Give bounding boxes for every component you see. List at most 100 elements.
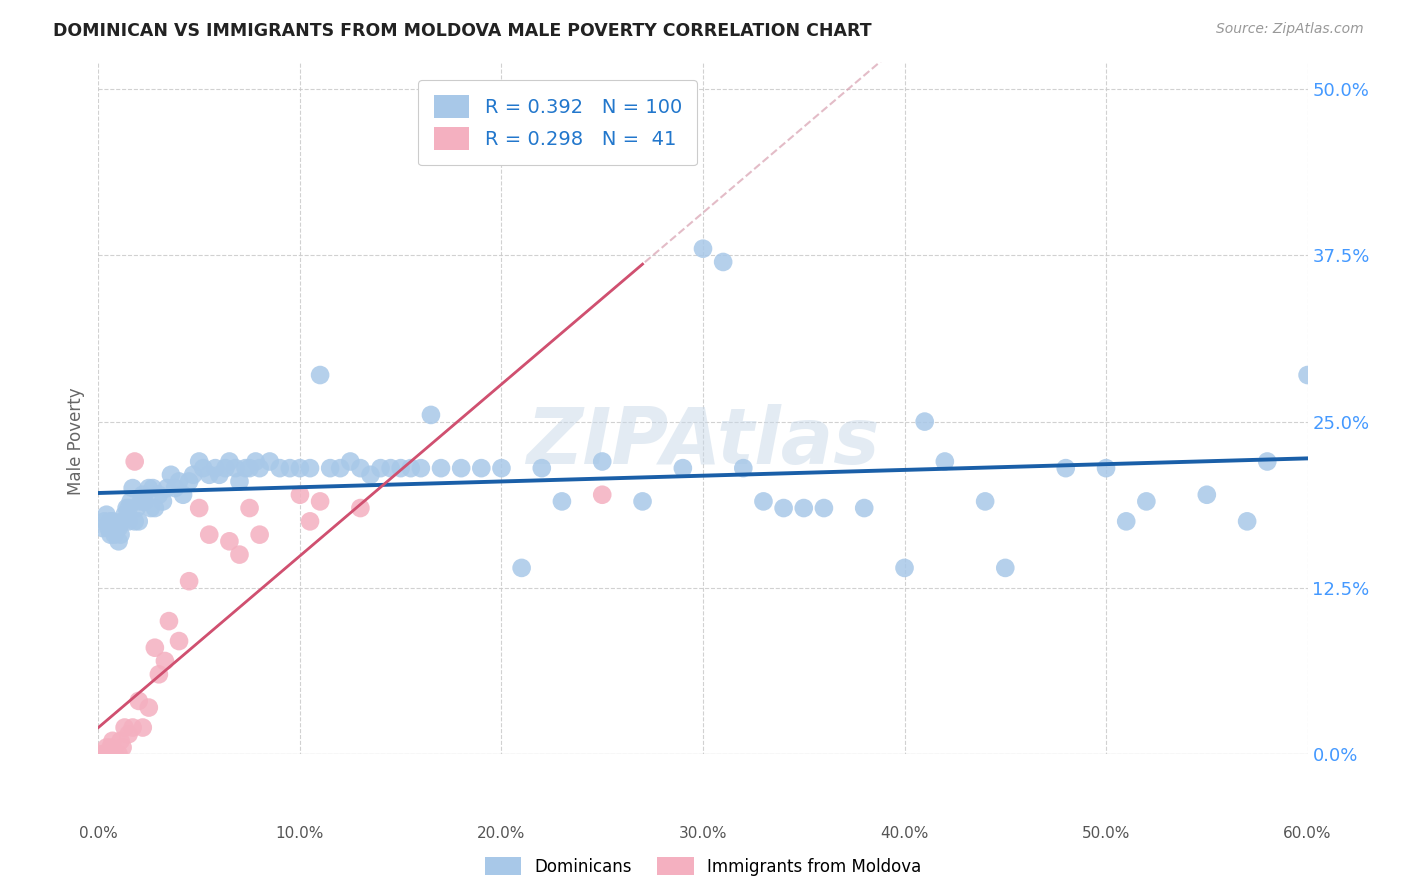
Point [430, 461, 453, 475]
Point [110, 734, 132, 748]
Point [329, 461, 352, 475]
Point [128, 694, 150, 708]
Point [349, 461, 371, 475]
Point [97, 754, 120, 768]
Point [370, 461, 392, 475]
Point [198, 467, 221, 482]
Point [245, 454, 267, 468]
Point [249, 527, 271, 541]
Point [172, 488, 194, 502]
Point [591, 454, 613, 468]
Point [129, 494, 152, 508]
Point [89, 767, 111, 781]
Point [360, 467, 382, 482]
Point [179, 574, 201, 589]
Point [974, 494, 997, 508]
Point [1054, 461, 1077, 475]
Point [148, 488, 170, 502]
Point [148, 667, 170, 681]
Point [89, 747, 111, 761]
Point [101, 521, 124, 535]
Point [269, 461, 291, 475]
Point [97, 521, 120, 535]
Point [409, 461, 432, 475]
Point [105, 521, 128, 535]
Point [399, 461, 422, 475]
Point [853, 501, 876, 516]
Point [124, 454, 146, 468]
Point [793, 501, 815, 516]
Point [319, 461, 342, 475]
Point [934, 454, 956, 468]
Point [87, 760, 110, 774]
Point [249, 461, 271, 475]
Point [91, 773, 114, 788]
Point [239, 461, 262, 475]
Point [228, 475, 250, 489]
Point [96, 740, 118, 755]
Point [167, 475, 190, 489]
Point [389, 461, 412, 475]
Point [132, 488, 155, 502]
Y-axis label: Male Poverty: Male Poverty [67, 388, 86, 495]
Point [309, 368, 332, 382]
Point [103, 747, 125, 761]
Point [181, 467, 204, 482]
Point [93, 514, 115, 528]
Point [118, 727, 141, 741]
Bar [98, 754, 1308, 821]
Point [188, 501, 211, 516]
Point [530, 461, 553, 475]
Point [134, 494, 156, 508]
Point [156, 481, 179, 495]
Point [339, 454, 361, 468]
Point [100, 527, 122, 541]
Point [228, 548, 250, 562]
Point [1236, 514, 1258, 528]
Point [111, 514, 134, 528]
Point [128, 514, 150, 528]
Point [278, 461, 301, 475]
Point [380, 461, 402, 475]
Legend: R = 0.392   N = 100, R = 0.298   N =  41: R = 0.392 N = 100, R = 0.298 N = 41 [419, 79, 697, 166]
Point [349, 501, 371, 516]
Point [143, 640, 166, 655]
Point [214, 461, 236, 475]
Point [218, 454, 240, 468]
Point [87, 787, 110, 801]
Point [114, 721, 136, 735]
Point [125, 501, 148, 516]
Point [111, 740, 134, 755]
Point [188, 454, 211, 468]
Point [235, 461, 257, 475]
Point [124, 514, 146, 528]
Point [198, 527, 221, 541]
Point [163, 481, 186, 495]
Point [138, 700, 160, 714]
Point [179, 475, 201, 489]
Point [299, 461, 322, 475]
Point [107, 521, 129, 535]
Point [239, 501, 262, 516]
Point [139, 501, 162, 516]
Point [107, 747, 129, 761]
Point [110, 527, 132, 541]
Point [121, 481, 143, 495]
Point [288, 488, 311, 502]
Point [288, 461, 311, 475]
Point [101, 734, 124, 748]
Point [193, 461, 215, 475]
Point [107, 534, 129, 549]
Point [167, 634, 190, 648]
Point [218, 534, 240, 549]
Point [118, 501, 141, 516]
Point [259, 454, 281, 468]
Point [1296, 368, 1319, 382]
Point [224, 461, 246, 475]
Point [994, 561, 1017, 575]
Text: Source: ZipAtlas.com: Source: ZipAtlas.com [1216, 22, 1364, 37]
Point [813, 501, 835, 516]
Point [157, 614, 180, 628]
Point [93, 760, 115, 774]
Point [1095, 461, 1118, 475]
